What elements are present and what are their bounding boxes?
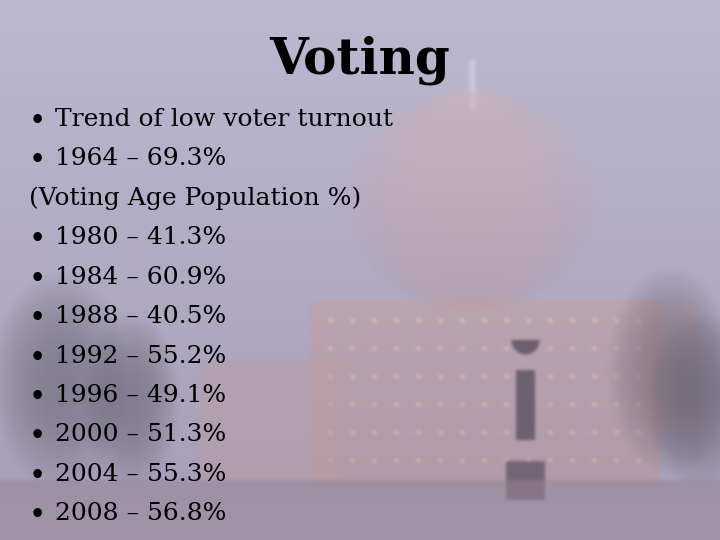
Text: •: • — [29, 108, 46, 136]
Text: •: • — [29, 266, 46, 294]
Text: •: • — [29, 305, 46, 333]
Text: 1996 – 49.1%: 1996 – 49.1% — [55, 384, 226, 407]
Text: 1980 – 41.3%: 1980 – 41.3% — [55, 226, 226, 249]
Text: •: • — [29, 423, 46, 451]
Text: 2008 – 56.8%: 2008 – 56.8% — [55, 502, 226, 525]
Text: 2004 – 55.3%: 2004 – 55.3% — [55, 463, 226, 486]
Text: Voting: Voting — [269, 35, 451, 85]
Text: •: • — [29, 226, 46, 254]
Text: •: • — [29, 345, 46, 373]
Text: •: • — [29, 502, 46, 530]
Text: •: • — [29, 384, 46, 412]
Text: Trend of low voter turnout: Trend of low voter turnout — [55, 108, 393, 131]
Text: 2000 – 51.3%: 2000 – 51.3% — [55, 423, 226, 447]
Text: •: • — [29, 463, 46, 491]
Text: •: • — [29, 147, 46, 176]
Text: 1988 – 40.5%: 1988 – 40.5% — [55, 305, 226, 328]
Text: (Voting Age Population %): (Voting Age Population %) — [29, 187, 361, 211]
Text: 1964 – 69.3%: 1964 – 69.3% — [55, 147, 226, 171]
Text: 1984 – 60.9%: 1984 – 60.9% — [55, 266, 226, 289]
Text: 1992 – 55.2%: 1992 – 55.2% — [55, 345, 226, 368]
